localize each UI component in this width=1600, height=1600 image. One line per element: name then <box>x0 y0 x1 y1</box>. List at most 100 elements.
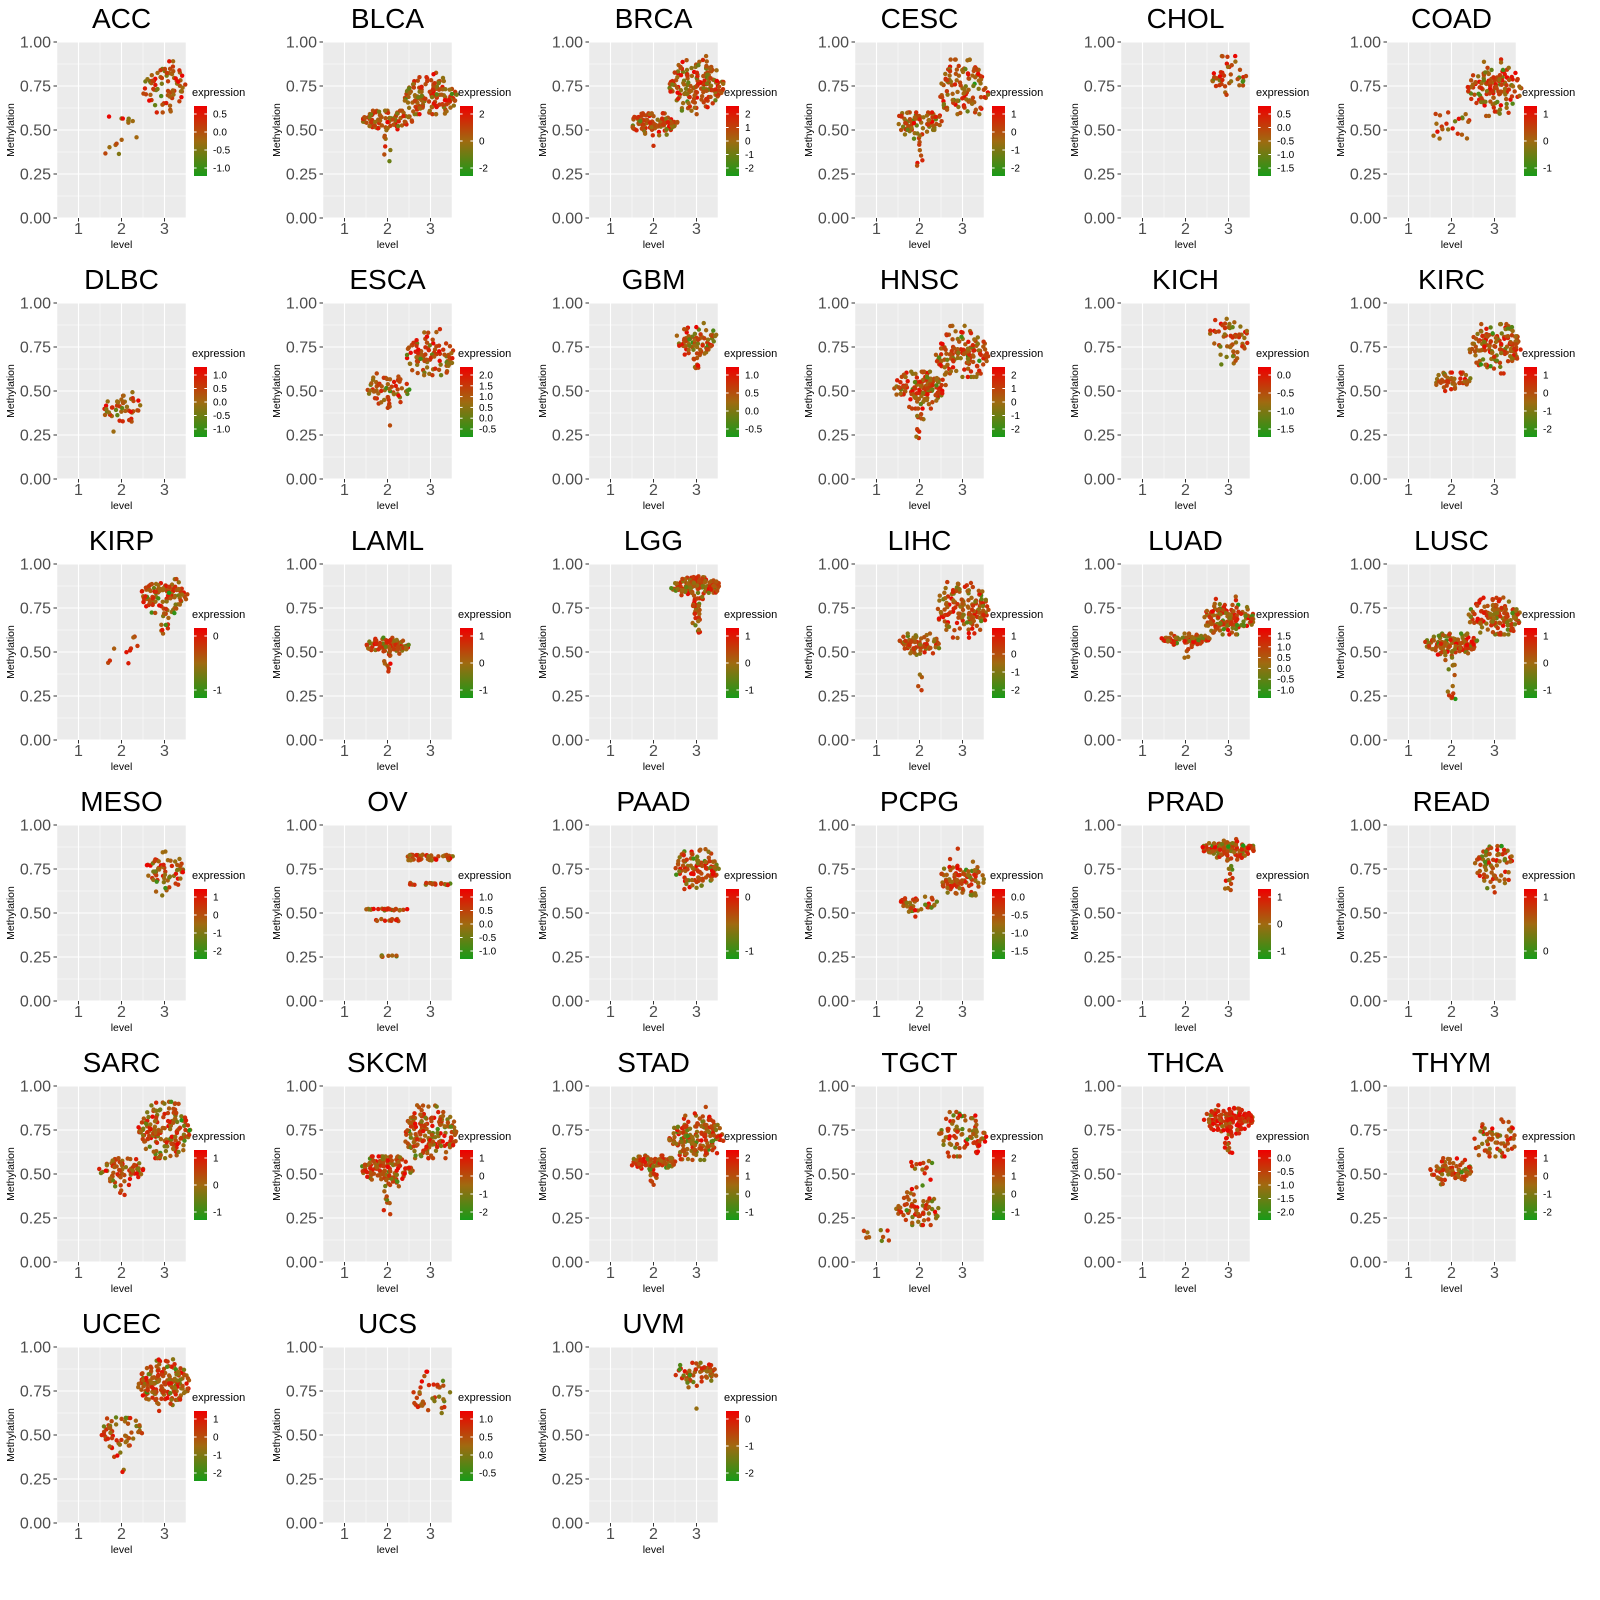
legend: expression 2.01.51.00.50.0-0.5 <box>458 348 511 437</box>
svg-text:0.50: 0.50 <box>552 123 583 140</box>
legend: expression 1 0 -1 <box>192 1131 245 1220</box>
svg-text:0.00: 0.00 <box>286 211 317 228</box>
points <box>411 1369 453 1416</box>
axis-ticks: 0.000.250.500.751.001 2 3 <box>552 557 701 761</box>
legend-title: expression <box>1256 348 1309 360</box>
svg-text:0.75: 0.75 <box>1350 862 1381 879</box>
x-axis-label: level <box>643 761 665 773</box>
y-axis-label: Methylation <box>1335 886 1347 940</box>
svg-text:1.00: 1.00 <box>1350 35 1381 52</box>
svg-text:3: 3 <box>1224 482 1233 499</box>
panel-CHOL: CHOL 0.00 0.25 0.50 0.75 1.00 1 2 3 Methylation le… <box>1064 0 1330 261</box>
legend-tick-label: -2 <box>1543 1208 1552 1219</box>
legend-tick-label: -1.0 <box>1277 150 1295 161</box>
svg-text:0.75: 0.75 <box>286 862 317 879</box>
svg-text:3: 3 <box>160 1004 169 1021</box>
legend-title: expression <box>1522 609 1575 621</box>
svg-text:0.00: 0.00 <box>1084 994 1115 1011</box>
axis-ticks: 0.000.250.500.751.001 2 3 <box>552 1340 701 1544</box>
axis-ticks: 0.000.250.500.751.001 2 3 <box>20 557 169 761</box>
svg-text:0.25: 0.25 <box>1350 428 1381 445</box>
panel-PCPG: PCPG 0.00 0.25 0.50 0.75 1.00 1 2 3 Methylation le… <box>798 783 1064 1044</box>
y-axis-label: Methylation <box>1335 625 1347 679</box>
svg-text:0.50: 0.50 <box>818 384 849 401</box>
legend-tick-label: 0 <box>1543 659 1549 670</box>
panel-READ: READ 0.00 0.25 0.50 0.75 1.00 1 2 3 Methylation le… <box>1330 783 1596 1044</box>
x-axis-label: level <box>1175 1022 1197 1034</box>
axis-ticks: 0.000.250.500.751.001 2 3 <box>1350 818 1499 1022</box>
svg-text:0.50: 0.50 <box>286 645 317 662</box>
y-axis-label: Methylation <box>271 625 283 679</box>
svg-text:1: 1 <box>606 743 615 760</box>
legend-tick-label: -1 <box>213 686 222 697</box>
legend-tick-label: 1 <box>1543 632 1549 643</box>
legend: expression 2 1 0 -1 <box>724 1131 777 1220</box>
x-axis-label: level <box>1441 1022 1463 1034</box>
legend-tick-label: 1.0 <box>479 893 493 904</box>
legend-colorbar <box>194 106 207 176</box>
points <box>1434 321 1523 394</box>
legend-tick-label: -0.5 <box>1277 137 1295 148</box>
svg-text:0.50: 0.50 <box>1084 123 1115 140</box>
legend-title: expression <box>458 1392 511 1404</box>
svg-text:2: 2 <box>383 482 392 499</box>
legend-tick-label: 1.0 <box>1277 642 1291 653</box>
chart-svg-BLCA: BLCA 0.00 0.25 0.50 0.75 1.00 1 2 3 Methylation le… <box>271 3 511 251</box>
svg-text:0.50: 0.50 <box>1084 906 1115 923</box>
x-axis-label: level <box>1175 761 1197 773</box>
gridlines <box>56 1085 187 1263</box>
legend-tick-label: 0.0 <box>1011 893 1025 904</box>
x-axis-label: level <box>643 1283 665 1295</box>
svg-text:0.75: 0.75 <box>552 862 583 879</box>
legend-colorbar <box>194 1150 207 1220</box>
svg-text:2: 2 <box>1181 743 1190 760</box>
legend-colorbar <box>194 628 207 698</box>
legend-tick-label: -0.5 <box>479 933 497 944</box>
svg-text:0.50: 0.50 <box>552 384 583 401</box>
points <box>861 1109 989 1244</box>
points <box>674 320 719 371</box>
svg-text:0.75: 0.75 <box>1084 601 1115 618</box>
points <box>630 53 726 149</box>
legend-colorbar <box>992 628 1005 698</box>
svg-text:0.50: 0.50 <box>20 645 51 662</box>
svg-text:1: 1 <box>1138 743 1147 760</box>
svg-text:1.00: 1.00 <box>1350 818 1381 835</box>
gridlines <box>1120 41 1251 219</box>
legend-tick-label: -1 <box>1011 668 1020 679</box>
panel-BLCA: BLCA 0.00 0.25 0.50 0.75 1.00 1 2 3 Methylation le… <box>266 0 532 261</box>
svg-text:1: 1 <box>340 221 349 238</box>
legend-colorbar <box>726 106 739 176</box>
svg-text:0.00: 0.00 <box>552 994 583 1011</box>
legend-tick-label: -1 <box>479 1190 488 1201</box>
svg-text:3: 3 <box>692 1004 701 1021</box>
panel-HNSC: HNSC 0.00 0.25 0.50 0.75 1.00 1 2 3 Methylation le… <box>798 261 1064 522</box>
legend-colorbar <box>1524 889 1537 959</box>
svg-text:1: 1 <box>606 1004 615 1021</box>
legend-tick-label: -1 <box>213 1208 222 1219</box>
svg-text:0.25: 0.25 <box>286 428 317 445</box>
legend-tick-label: -0.5 <box>1277 675 1295 686</box>
legend-tick-label: 0 <box>745 137 751 148</box>
chart-svg-BRCA: BRCA 0.00 0.25 0.50 0.75 1.00 1 2 3 Methylation le… <box>537 3 777 251</box>
legend-title: expression <box>458 1131 511 1143</box>
x-axis-label: level <box>909 1283 931 1295</box>
points <box>892 323 991 441</box>
legend-tick-label: -1.0 <box>1277 686 1295 697</box>
svg-text:1: 1 <box>1138 1004 1147 1021</box>
svg-text:2: 2 <box>117 1004 126 1021</box>
legend: expression 2 0 -2 <box>458 87 511 176</box>
x-axis-label: level <box>909 1022 931 1034</box>
panel-title: GBM <box>622 264 686 295</box>
svg-text:0.75: 0.75 <box>1084 340 1115 357</box>
axis-ticks: 0.000.250.500.751.001 2 3 <box>1350 296 1499 500</box>
axis-ticks: 0.000.250.500.751.001 2 3 <box>286 818 435 1022</box>
x-axis-label: level <box>643 1022 665 1034</box>
svg-text:2: 2 <box>117 221 126 238</box>
y-axis-label: Methylation <box>803 103 815 157</box>
legend-colorbar <box>992 889 1005 959</box>
svg-text:1.00: 1.00 <box>818 818 849 835</box>
